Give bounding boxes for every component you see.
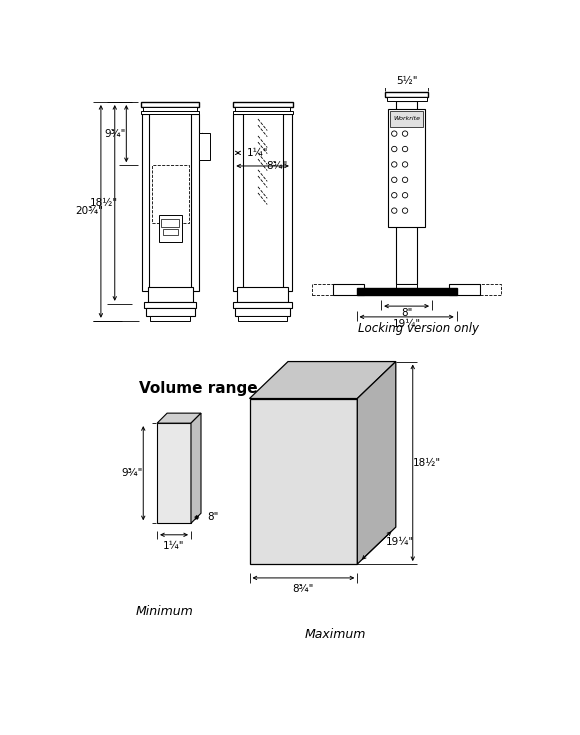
Bar [233, 102, 293, 107]
Bar [161, 219, 179, 227]
Text: 1¼": 1¼" [247, 148, 269, 158]
Polygon shape [191, 413, 201, 523]
Polygon shape [157, 413, 201, 423]
Bar [143, 107, 197, 111]
Bar [390, 111, 423, 126]
Bar [357, 288, 456, 295]
Bar [238, 316, 287, 320]
Polygon shape [249, 398, 357, 564]
Bar [449, 284, 480, 295]
Polygon shape [357, 362, 396, 564]
Text: Maximum: Maximum [305, 628, 367, 642]
Bar [152, 165, 188, 223]
Bar [150, 316, 190, 320]
Polygon shape [157, 423, 191, 523]
Bar [144, 302, 197, 309]
Text: 9¾": 9¾" [104, 129, 125, 139]
Bar [141, 102, 200, 107]
Bar [480, 284, 501, 295]
Text: 8": 8" [207, 512, 219, 522]
Text: 8": 8" [401, 308, 412, 318]
Bar [233, 302, 292, 309]
Bar [334, 284, 364, 295]
Text: 5½": 5½" [396, 76, 418, 85]
Bar [146, 309, 195, 316]
Bar [141, 111, 200, 115]
Text: Locking version only: Locking version only [358, 322, 478, 335]
Text: Workrite: Workrite [393, 117, 420, 121]
Bar [233, 115, 242, 292]
Bar [385, 92, 428, 98]
Bar [148, 287, 193, 302]
Bar [162, 229, 178, 235]
Bar [386, 98, 427, 101]
Text: 19¼": 19¼" [386, 537, 414, 547]
Text: 20¾": 20¾" [75, 207, 103, 216]
Bar [237, 287, 288, 302]
Text: Volume range: Volume range [139, 381, 258, 396]
Polygon shape [249, 362, 396, 398]
Bar [233, 111, 293, 115]
Text: 19¼": 19¼" [393, 319, 420, 329]
Bar [396, 101, 418, 284]
Text: 1¼": 1¼" [164, 540, 185, 551]
Text: Minimum: Minimum [136, 606, 194, 618]
Text: 9¾": 9¾" [122, 468, 143, 478]
Bar [142, 115, 150, 292]
Text: 18½": 18½" [90, 198, 118, 208]
Bar [388, 109, 425, 227]
Bar [396, 284, 418, 288]
Text: 8¾": 8¾" [266, 161, 288, 171]
Bar [282, 115, 292, 292]
Bar [199, 133, 210, 159]
Bar [235, 107, 291, 111]
Text: 8¾": 8¾" [293, 584, 314, 594]
Bar [235, 309, 291, 316]
Bar [159, 215, 182, 243]
Bar [191, 115, 199, 292]
Bar [312, 284, 334, 295]
Text: 18½": 18½" [412, 458, 441, 467]
